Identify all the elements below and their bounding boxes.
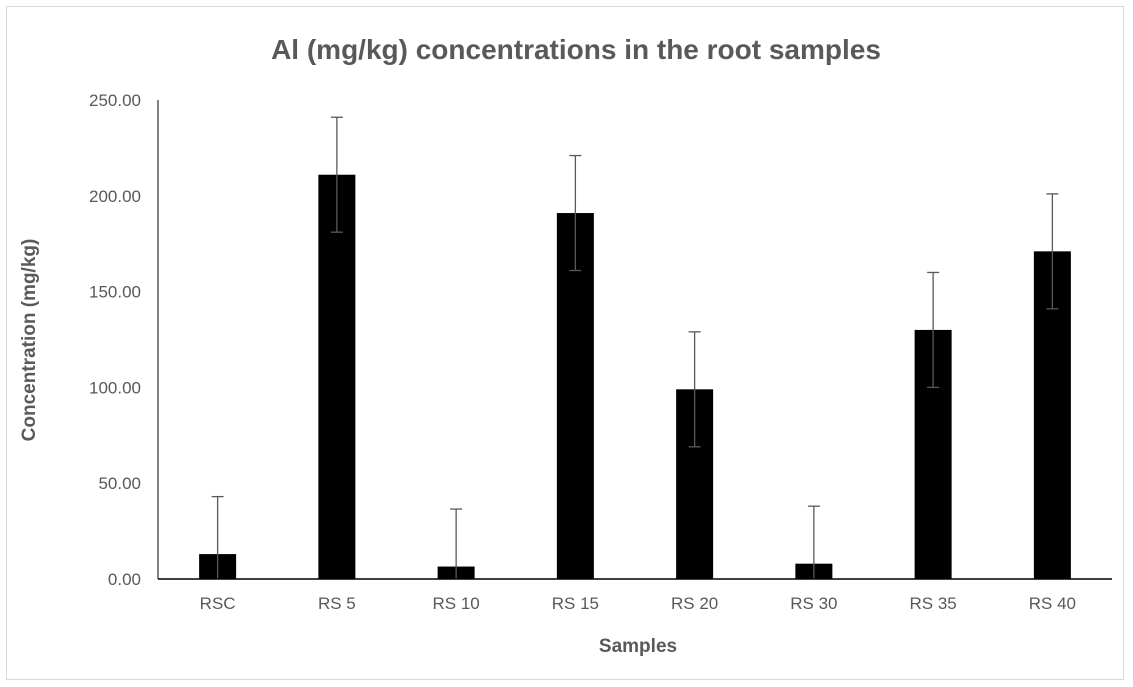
y-tick-label: 50.00: [98, 474, 141, 493]
y-axis-label: Concentration (mg/kg): [19, 239, 40, 442]
x-tick-label: RS 20: [671, 594, 718, 613]
chart-title: Al (mg/kg) concentrations in the root sa…: [271, 34, 881, 65]
y-tick-label: 150.00: [89, 283, 141, 302]
x-tick-label: RS 40: [1029, 594, 1076, 613]
x-tick-label: RS 10: [433, 594, 480, 613]
x-tick-label: RSC: [200, 594, 236, 613]
x-tick-label: RS 5: [318, 594, 356, 613]
x-tick-label: RS 30: [790, 594, 837, 613]
x-tick-label: RS 15: [552, 594, 599, 613]
y-tick-label: 100.00: [89, 378, 141, 397]
x-tick-label: RS 35: [910, 594, 957, 613]
bar: [556, 213, 594, 579]
y-tick-label: 0.00: [108, 570, 141, 589]
chart-marks: 0.00 50.00 100.00 150.00 200.00 250.00 RSC RS 5…: [89, 91, 1112, 613]
y-tick-label: 250.00: [89, 91, 141, 110]
bar: [318, 174, 356, 579]
x-axis-label: Samples: [599, 636, 677, 657]
y-tick-label: 200.00: [89, 187, 141, 206]
